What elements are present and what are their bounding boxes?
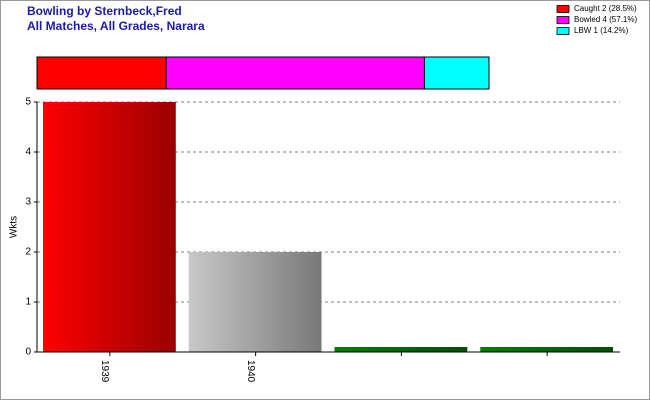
y-tick-label: 0 [25,347,31,358]
x-tick-label: 1939 [99,360,110,383]
legend-swatch [556,16,570,24]
legend-label: Caught 2 (28.5%) [574,4,637,13]
y-tick-label: 1 [25,297,31,308]
legend-swatch [556,27,570,35]
proportion-segment [423,56,490,90]
legend-label: LBW 1 (14.2%) [574,26,629,35]
chart-title: Bowling by Sternbeck,Fred [27,4,182,18]
proportion-segment [36,56,167,90]
proportion-segment [165,56,425,90]
chart-subtitle: All Matches, All Grades, Narara [27,19,205,33]
y-axis-label: Wkts [9,216,20,238]
legend-label: Bowled 4 (57.1%) [574,15,637,24]
y-tick-label: 2 [25,247,31,258]
y-tick-label: 5 [25,97,31,108]
y-tick-label: 3 [25,197,31,208]
y-tick-label: 4 [25,147,31,158]
legend-swatch [556,5,570,13]
x-tick-label: 1940 [245,360,256,383]
